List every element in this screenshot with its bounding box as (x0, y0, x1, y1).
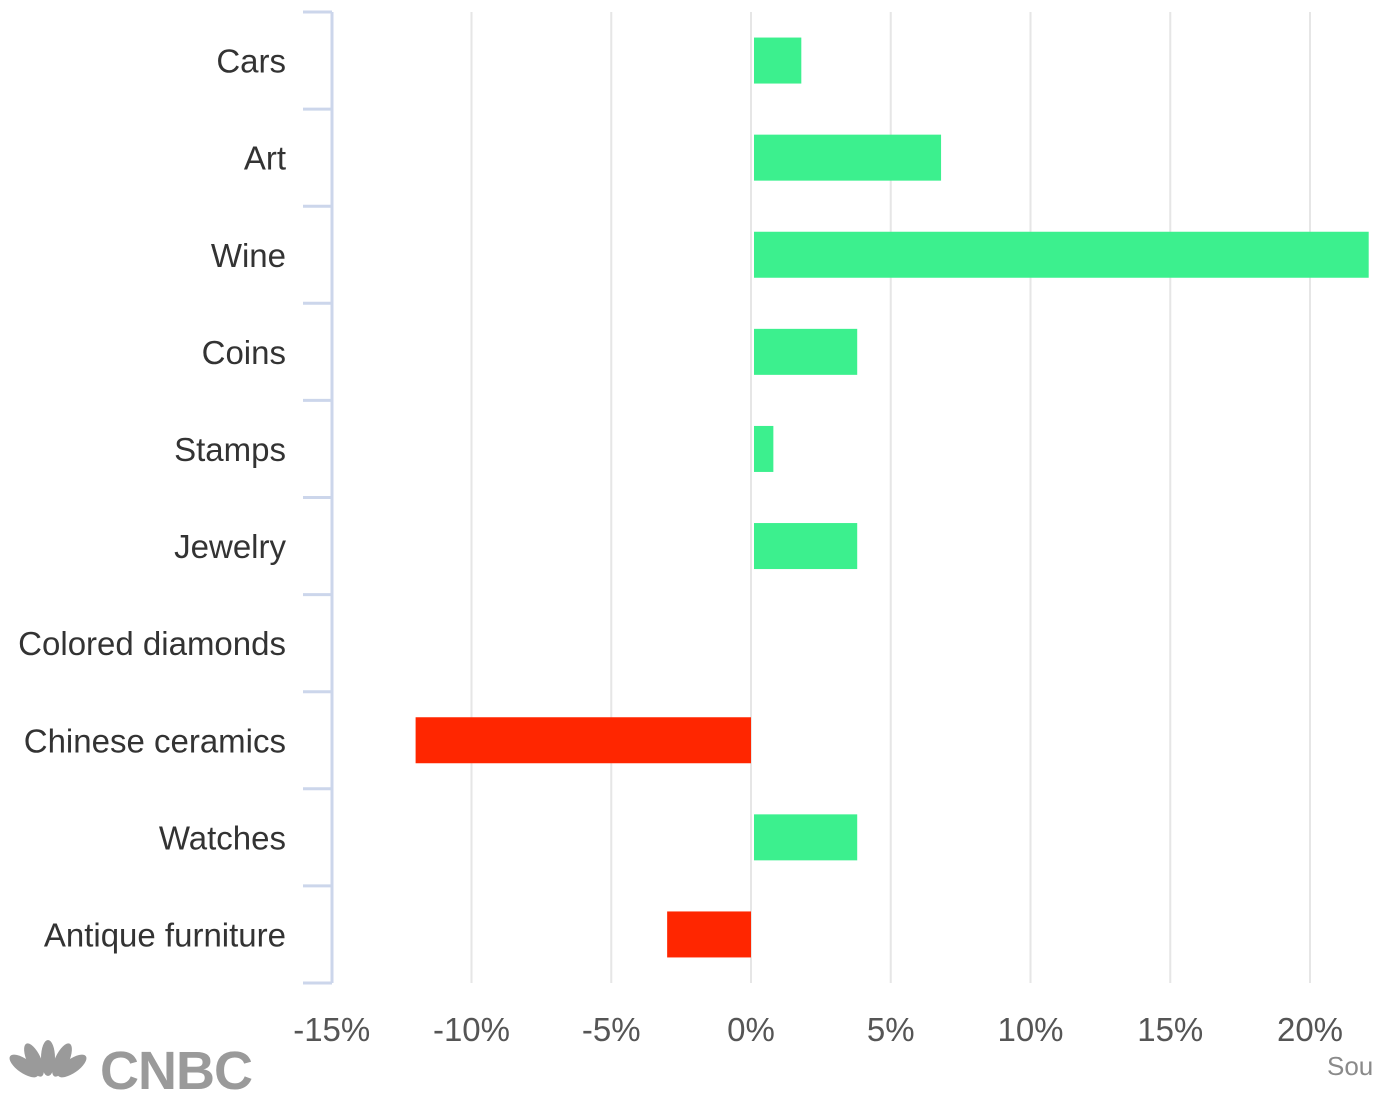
category-label: Wine (211, 237, 286, 274)
source-note: Sou (1327, 1051, 1373, 1081)
y-axis (303, 10, 334, 985)
x-tick-label: -10% (433, 1011, 510, 1048)
category-label: Cars (216, 43, 286, 80)
category-label: Coins (202, 334, 286, 371)
x-tick-label: 5% (867, 1011, 915, 1048)
x-tick-label: 0% (727, 1011, 775, 1048)
bars (415, 37, 1369, 958)
category-labels: Cars Art Wine Coins Stamps Jewelry Colored dia… (18, 43, 286, 954)
category-label: Colored diamonds (18, 625, 286, 662)
bar[interactable] (667, 911, 751, 958)
category-label: Jewelry (174, 528, 286, 565)
bar[interactable] (415, 717, 751, 764)
category-label: Stamps (174, 431, 286, 468)
bar[interactable] (754, 134, 942, 181)
x-tick-label: 15% (1137, 1011, 1203, 1048)
x-tick-label: 20% (1277, 1011, 1343, 1048)
bar[interactable] (754, 523, 858, 570)
cnbc-logo: CNBC (9, 1040, 253, 1093)
bar[interactable] (754, 814, 858, 861)
x-tick-label: -15% (293, 1011, 370, 1048)
x-tick-label: 10% (997, 1011, 1063, 1048)
category-label: Watches (159, 819, 286, 856)
peacock-icon (9, 1040, 87, 1078)
bar[interactable] (754, 37, 802, 84)
bar[interactable] (754, 231, 1369, 278)
x-tick-label: -5% (582, 1011, 641, 1048)
category-label: Chinese ceramics (24, 722, 286, 759)
x-axis-tick-labels: -15% -10% -5% 0% 5% 10% 15% 20% (293, 1011, 1343, 1048)
logo-wordmark: CNBC (100, 1041, 252, 1093)
bar[interactable] (754, 425, 774, 472)
category-label: Art (244, 140, 286, 177)
bar[interactable] (754, 328, 858, 375)
category-label: Antique furniture (44, 916, 286, 953)
